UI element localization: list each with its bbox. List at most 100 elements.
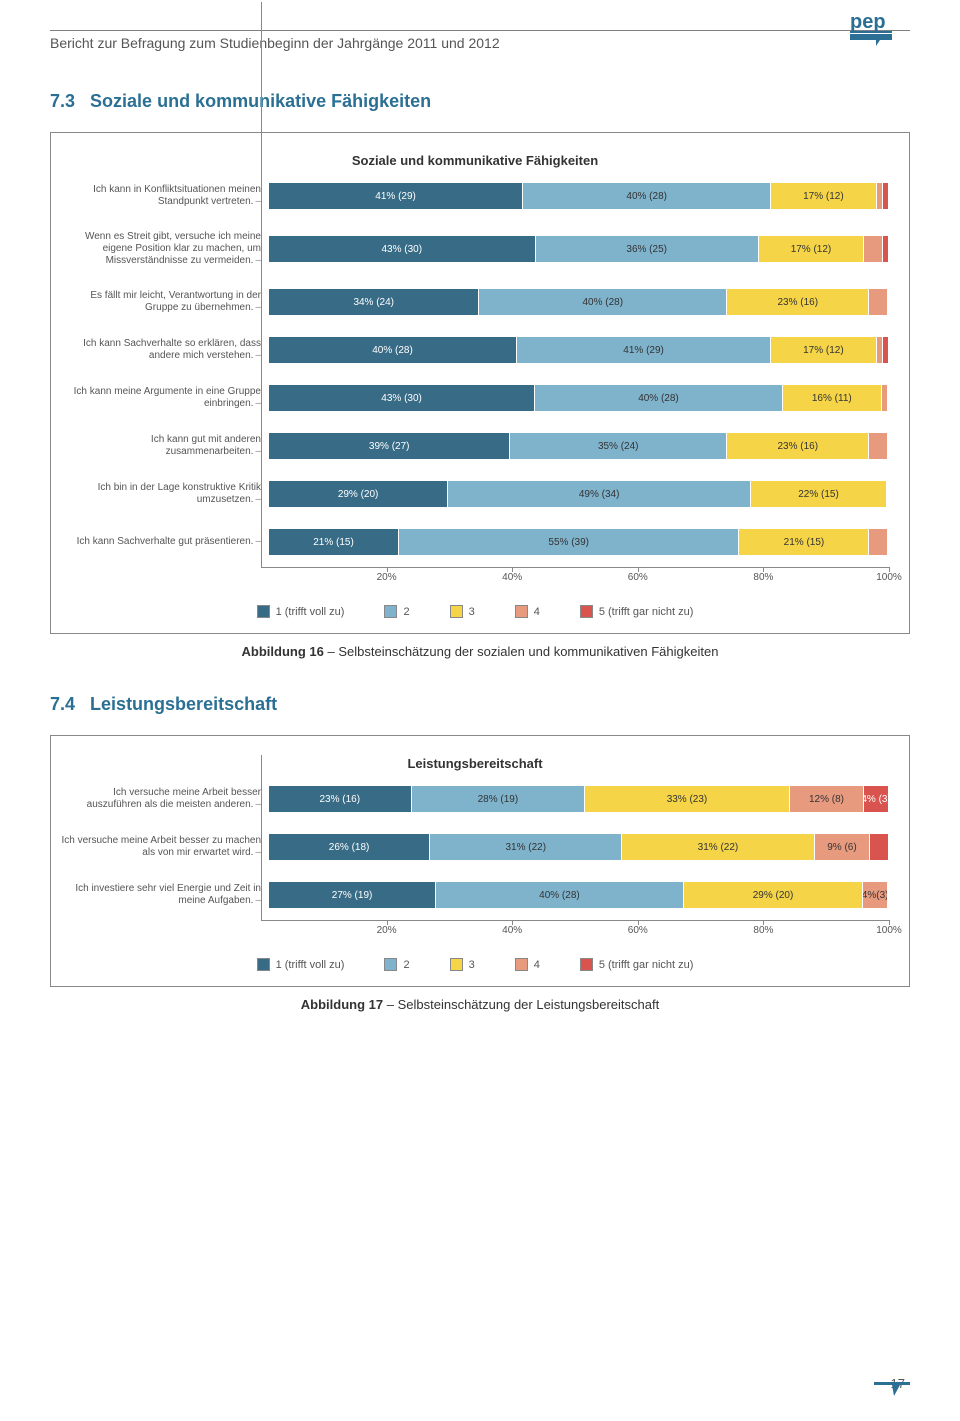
header-rule xyxy=(50,30,910,31)
row-label: Ich investiere sehr viel Energie und Zei… xyxy=(61,883,269,907)
bar-segment-1: 40% (28) xyxy=(269,337,517,363)
chart-row: Ich versuche meine Arbeit besser zu mach… xyxy=(61,834,889,860)
bar-segment-3: 33% (23) xyxy=(585,786,790,812)
chart-leistung: Leistungsbereitschaft Ich versuche meine… xyxy=(50,735,910,987)
bar-segment-2: 41% (29) xyxy=(517,337,771,363)
legend-item: 3 xyxy=(450,605,475,618)
bar-track: 23% (16)28% (19)33% (23)12% (8)4% (3) xyxy=(269,786,889,812)
bar-segment-1: 26% (18) xyxy=(269,834,430,860)
bar-segment-5 xyxy=(870,834,889,860)
legend-item: 4 xyxy=(515,605,540,618)
logo-text: pep xyxy=(850,11,886,33)
bar-segment-2: 28% (19) xyxy=(412,786,586,812)
legend-label: 5 (trifft gar nicht zu) xyxy=(599,959,694,971)
legend-swatch xyxy=(450,605,463,618)
section-number: 7.3 xyxy=(50,91,75,111)
chart-row: Ich kann Sachverhalte gut präsentieren.2… xyxy=(61,529,889,555)
bar-segment-2: 40% (28) xyxy=(523,183,771,209)
legend-item: 1 (trifft voll zu) xyxy=(257,958,345,971)
legend-item: 1 (trifft voll zu) xyxy=(257,605,345,618)
bar-segment-1: 29% (20) xyxy=(269,481,448,507)
legend-swatch xyxy=(257,958,270,971)
bar-segment-4 xyxy=(869,529,888,555)
legend-label: 3 xyxy=(469,959,475,971)
chart-title: Leistungsbereitschaft xyxy=(61,756,889,771)
report-title: Bericht zur Befragung zum Studienbeginn … xyxy=(50,35,910,51)
chart-title: Soziale und kommunikative Fähigkeiten xyxy=(61,153,889,168)
bar-segment-2: 40% (28) xyxy=(436,882,684,908)
chart-row: Ich versuche meine Arbeit besser auszufü… xyxy=(61,786,889,812)
bar-segment-5 xyxy=(883,183,889,209)
chart-row: Ich kann meine Argumente in eine Gruppe … xyxy=(61,385,889,411)
figure-caption-16: Abbildung 16 – Selbsteinschätzung der so… xyxy=(50,644,910,659)
chart-row: Ich kann in Konfliktsituationen meinen S… xyxy=(61,183,889,209)
legend-label: 2 xyxy=(403,959,409,971)
legend-item: 5 (trifft gar nicht zu) xyxy=(580,958,694,971)
bar-segment-2: 49% (34) xyxy=(448,481,751,507)
axis-label: 40% xyxy=(502,925,522,936)
bar-segment-4: 12% (8) xyxy=(790,786,864,812)
chart-row: Ich bin in der Lage konstruktive Kritik … xyxy=(61,481,889,507)
legend-label: 4 xyxy=(534,606,540,618)
row-label: Ich kann in Konfliktsituationen meinen S… xyxy=(61,184,269,208)
bar-track: 34% (24)40% (28)23% (16) xyxy=(269,289,889,315)
axis-label: 80% xyxy=(753,925,773,936)
legend-swatch xyxy=(515,958,528,971)
bar-segment-5 xyxy=(888,289,889,315)
chart-row: Wenn es Streit gibt, versuche ich meine … xyxy=(61,231,889,267)
bar-segment-1: 21% (15) xyxy=(269,529,399,555)
bar-segment-4 xyxy=(869,289,888,315)
bar-segment-5 xyxy=(888,882,889,908)
bar-segment-5 xyxy=(883,337,889,363)
legend-label: 2 xyxy=(403,606,409,618)
bar-segment-2: 40% (28) xyxy=(535,385,783,411)
legend-label: 1 (trifft voll zu) xyxy=(276,606,345,618)
bar-segment-3: 22% (15) xyxy=(751,481,887,507)
row-label: Wenn es Streit gibt, versuche ich meine … xyxy=(61,231,269,267)
bar-segment-3: 21% (15) xyxy=(739,529,869,555)
legend-swatch xyxy=(450,958,463,971)
bar-segment-2: 36% (25) xyxy=(536,236,759,262)
row-label: Ich kann gut mit anderen zusammenarbeite… xyxy=(61,434,269,458)
chart-row: Ich kann gut mit anderen zusammenarbeite… xyxy=(61,433,889,459)
bar-segment-3: 16% (11) xyxy=(783,385,882,411)
bar-track: 43% (30)36% (25)17% (12) xyxy=(269,236,889,262)
axis-label: 100% xyxy=(876,572,902,583)
row-label: Ich kann Sachverhalte gut präsentieren. xyxy=(61,536,269,548)
bar-segment-1: 41% (29) xyxy=(269,183,523,209)
axis-label: 80% xyxy=(753,572,773,583)
axis-label: 20% xyxy=(377,925,397,936)
legend-item: 2 xyxy=(384,958,409,971)
bar-segment-5 xyxy=(888,433,889,459)
section-heading-7-3: 7.3 Soziale und kommunikative Fähigkeite… xyxy=(50,91,910,112)
row-label: Ich versuche meine Arbeit besser zu mach… xyxy=(61,835,269,859)
bar-segment-3: 31% (22) xyxy=(622,834,814,860)
chart-row: Ich kann Sachverhalte so erklären, dass … xyxy=(61,337,889,363)
bar-segment-5: 4% (3) xyxy=(864,786,889,812)
bar-segment-1: 43% (30) xyxy=(269,236,536,262)
row-label: Ich bin in der Lage konstruktive Kritik … xyxy=(61,482,269,506)
figure-caption-17: Abbildung 17 – Selbsteinschätzung der Le… xyxy=(50,997,910,1012)
bar-segment-2: 55% (39) xyxy=(399,529,739,555)
legend-item: 4 xyxy=(515,958,540,971)
bar-segment-3: 29% (20) xyxy=(684,882,864,908)
legend-label: 3 xyxy=(469,606,475,618)
row-label: Ich kann Sachverhalte so erklären, dass … xyxy=(61,338,269,362)
bar-segment-3: 23% (16) xyxy=(727,433,869,459)
bar-track: 43% (30)40% (28)16% (11) xyxy=(269,385,889,411)
bar-segment-1: 23% (16) xyxy=(269,786,412,812)
bar-track: 27% (19)40% (28)29% (20)4%(3) xyxy=(269,882,889,908)
page: pep Bericht zur Befragung zum Studienbeg… xyxy=(0,0,960,1421)
bar-track: 41% (29)40% (28)17% (12) xyxy=(269,183,889,209)
bar-track: 26% (18)31% (22)31% (22)9% (6) xyxy=(269,834,889,860)
axis-label: 20% xyxy=(377,572,397,583)
bar-segment-3: 17% (12) xyxy=(759,236,864,262)
legend-swatch xyxy=(580,958,593,971)
legend-swatch xyxy=(257,605,270,618)
bar-segment-4 xyxy=(864,236,883,262)
legend-label: 5 (trifft gar nicht zu) xyxy=(599,606,694,618)
axis: 20%40%60%80%100% xyxy=(61,920,889,940)
bar-segment-4 xyxy=(869,433,888,459)
bar-segment-4: 9% (6) xyxy=(815,834,871,860)
bar-segment-1: 39% (27) xyxy=(269,433,510,459)
